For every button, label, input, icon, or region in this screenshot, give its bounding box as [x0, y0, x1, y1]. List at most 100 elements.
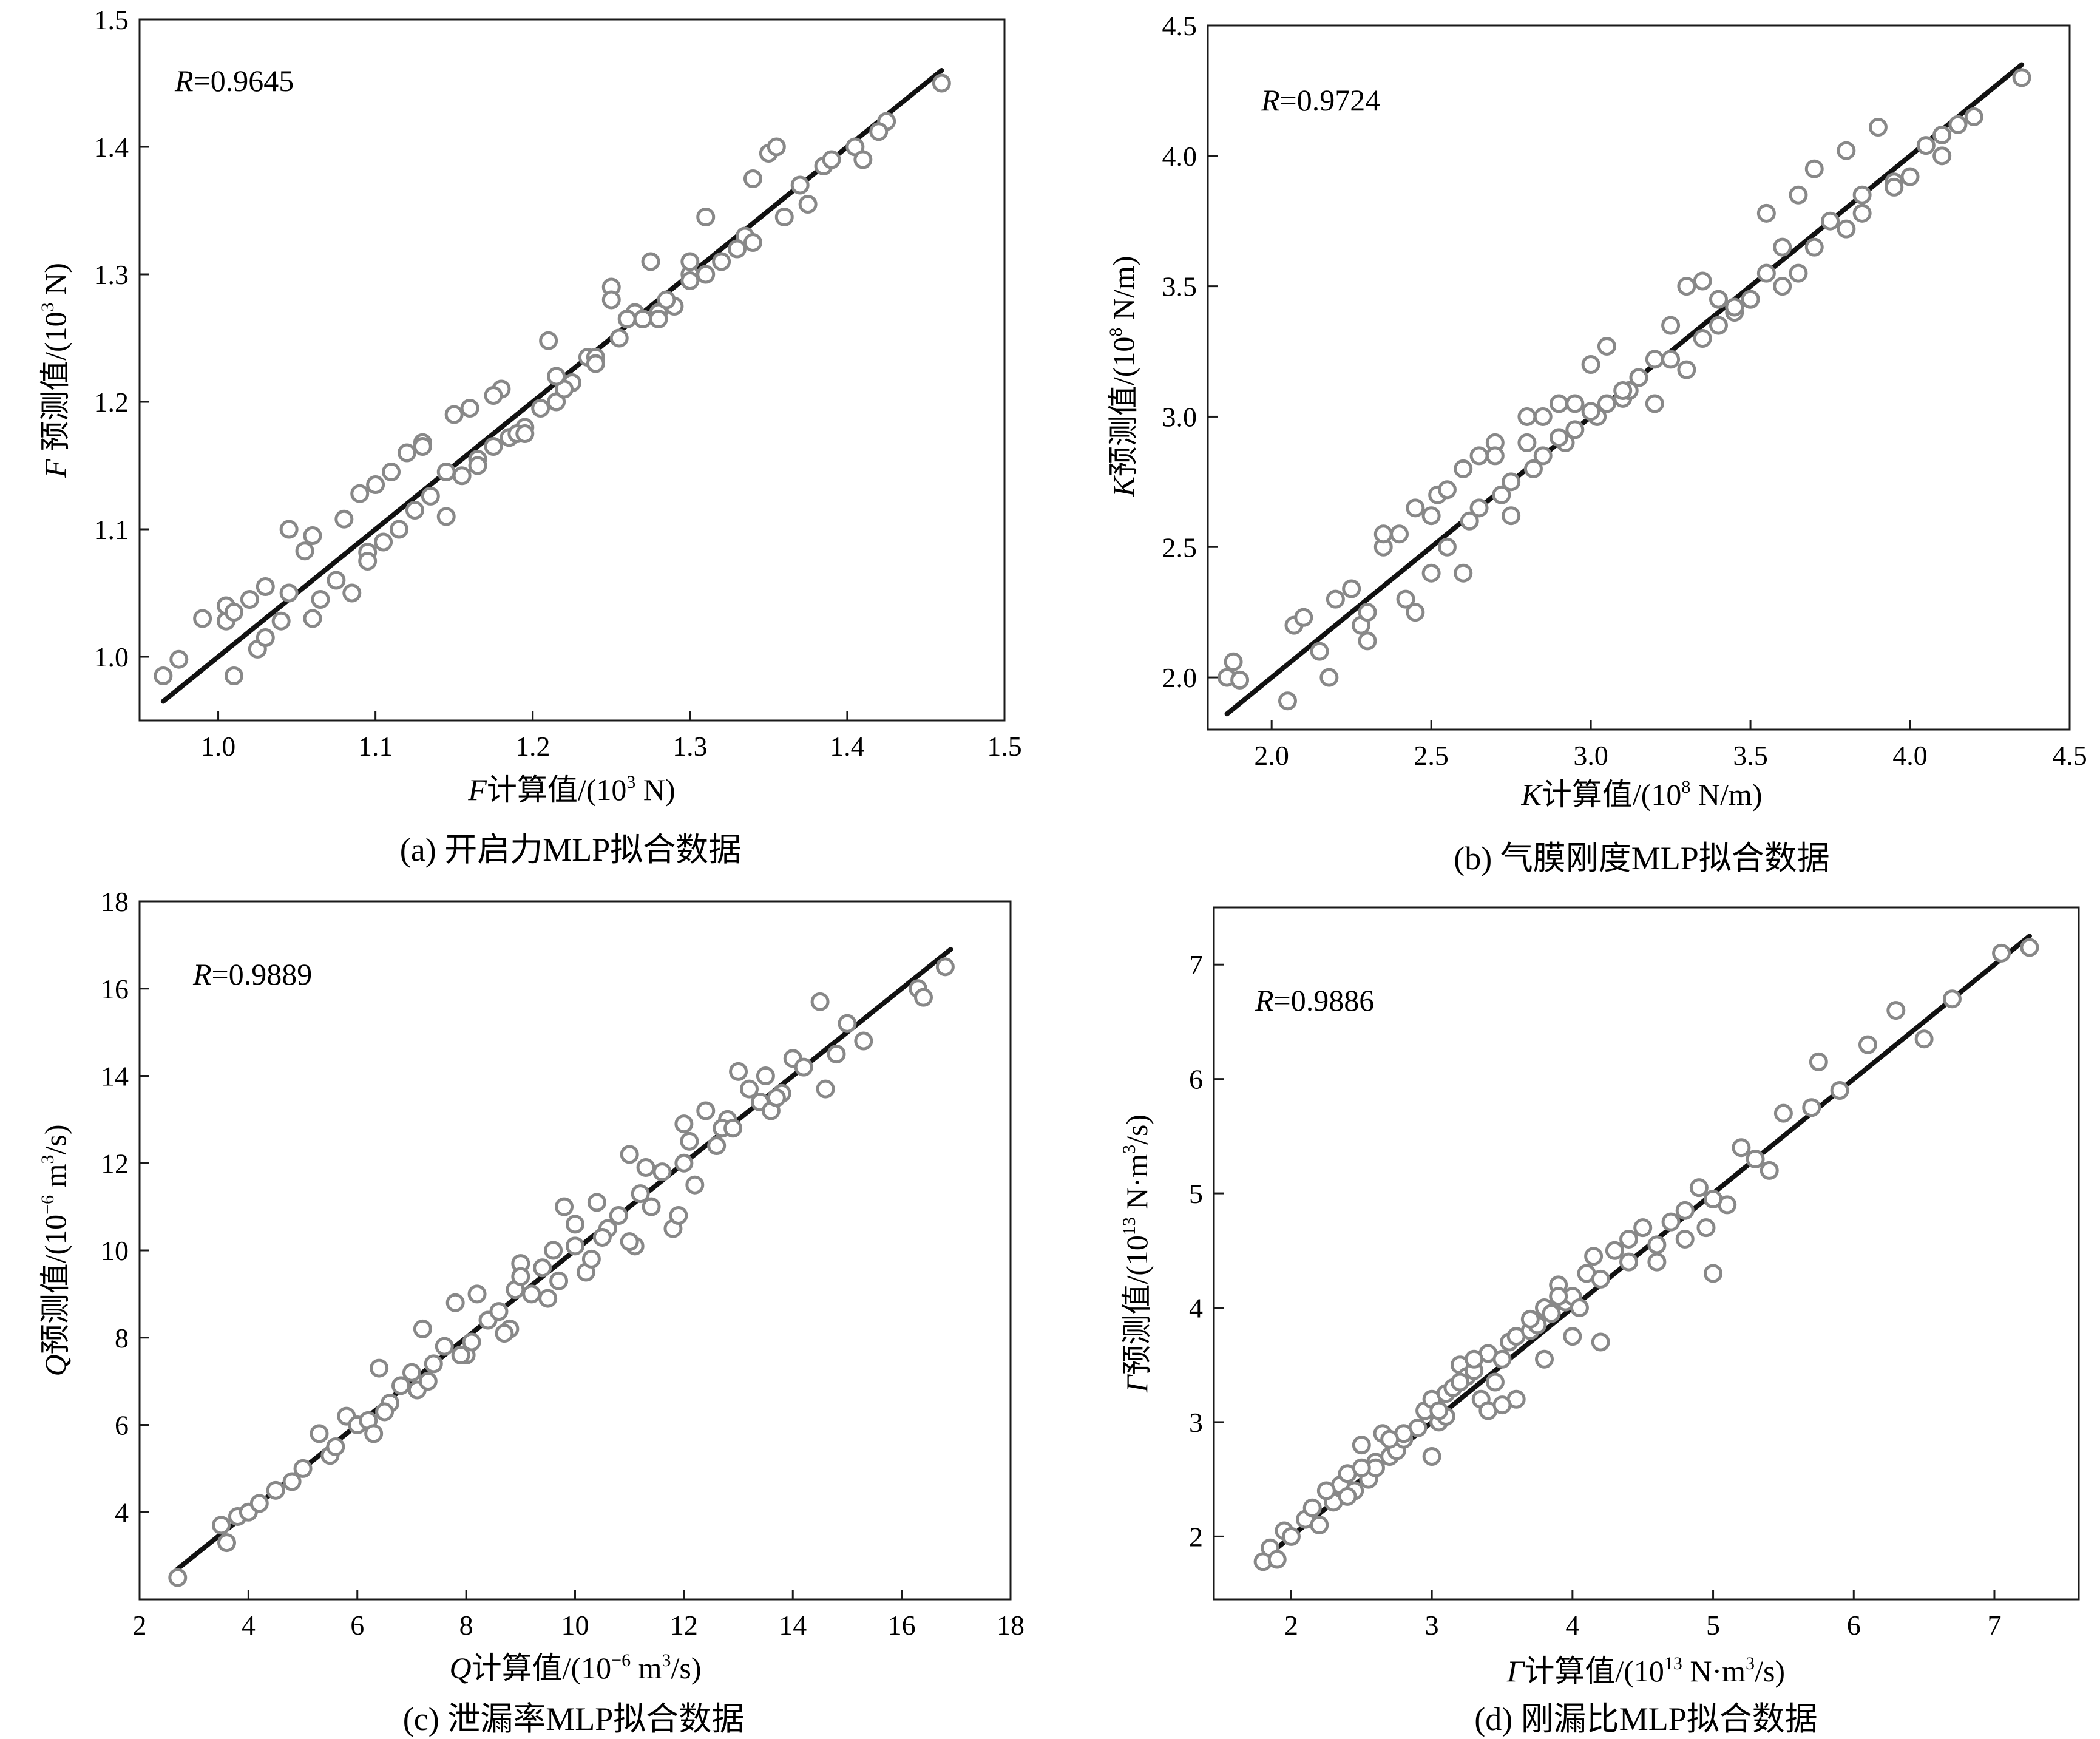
x-tick-label: 1.2: [515, 731, 550, 762]
scatter-point: [539, 331, 558, 350]
scatter-point: [1454, 459, 1473, 478]
scatter-point: [810, 992, 830, 1011]
scatter-point: [1406, 498, 1425, 518]
scatter-point: [1725, 297, 1744, 317]
scatter-point: [1942, 989, 1962, 1009]
x-tick-label: 14: [779, 1610, 807, 1641]
scatter-point: [1352, 1436, 1371, 1455]
scatter-point: [1469, 498, 1489, 518]
r-value-label: R=0.9889: [192, 957, 312, 991]
y-tick-label: 1.3: [94, 259, 129, 290]
scatter-point: [1492, 1395, 1512, 1415]
scatter-point: [1267, 1550, 1287, 1569]
scatter-point: [1224, 652, 1243, 671]
y-tick-label: 1.2: [94, 387, 129, 418]
y-axis-label: K预测值/(108 N/m): [1106, 256, 1140, 498]
scatter-points: [168, 957, 955, 1587]
x-tick-label: 6: [350, 1610, 364, 1641]
scatter-point: [1760, 1161, 1779, 1180]
scatter-point: [295, 541, 314, 561]
scatter-point: [767, 137, 786, 157]
x-text: 计算值/(10: [472, 1651, 612, 1685]
scatter-points: [1253, 938, 2039, 1571]
scatter-point: [390, 520, 408, 539]
scatter-point: [854, 1031, 873, 1051]
y-tick-label: 5: [1189, 1178, 1203, 1209]
scatter-point: [168, 1568, 188, 1587]
x-tick-label: 3.0: [1573, 740, 1608, 771]
y-tick-label: 1.4: [94, 132, 129, 163]
scatter-point: [669, 1206, 688, 1225]
scatter-point: [935, 957, 955, 977]
scatter-point: [636, 1158, 655, 1177]
scatter-point: [154, 666, 173, 685]
x-exp: 3: [626, 772, 635, 792]
y-exp2: 3: [1119, 1145, 1139, 1154]
scatter-point: [1533, 446, 1553, 466]
scatter-point: [1278, 691, 1297, 711]
scatter-point: [1535, 1349, 1554, 1369]
y-tick-label: 4: [115, 1497, 129, 1528]
scatter-point: [382, 463, 401, 481]
x-tick-label: 4.0: [1892, 740, 1928, 771]
scatter-point: [1804, 159, 1824, 178]
y-tick-label: 4.5: [1162, 10, 1197, 41]
scatter-point: [1492, 485, 1511, 504]
scatter-point: [696, 208, 716, 226]
scatter-point: [1741, 290, 1760, 309]
scatter-point: [1964, 107, 1983, 126]
y-tick-label: 1.0: [94, 642, 129, 673]
x-tick-label: 2.5: [1414, 740, 1449, 771]
x-tick-label: 1.1: [358, 731, 393, 762]
x-unit: N): [635, 773, 675, 807]
y-tick-label: 16: [101, 974, 129, 1005]
x-tick-label: 7: [1987, 1610, 2001, 1641]
y-axis-label: Γ预测值/(1013 N·m3/s): [1119, 1114, 1154, 1393]
plot-frame: [1207, 24, 2071, 731]
scatter-point: [256, 628, 275, 647]
scatter-point: [1837, 219, 1856, 239]
scatter-point: [1396, 589, 1415, 609]
scatter-point: [1837, 141, 1856, 160]
scatter-point: [774, 208, 794, 226]
panel-caption: (a) 开启力MLP拟合数据: [400, 832, 741, 868]
scatter-point: [767, 1088, 786, 1107]
scatter-point: [249, 1494, 269, 1513]
scatter-point: [271, 611, 291, 631]
scatter-point: [1916, 136, 1936, 155]
x-axis-label: Q计算值/(10−6 m3/s): [450, 1650, 702, 1685]
scatter-point: [303, 526, 322, 545]
scatter-point: [1584, 1247, 1604, 1266]
x-text: 计算值/(10: [487, 773, 627, 807]
scatter-point: [256, 577, 275, 596]
y-exp: 13: [1119, 1217, 1139, 1235]
y-tick-label: 4.0: [1162, 141, 1197, 172]
scatter-point: [1645, 394, 1664, 413]
scatter-point: [522, 1284, 541, 1304]
scatter-point: [822, 150, 841, 169]
x-unit: m: [631, 1651, 662, 1685]
scatter-point: [1709, 290, 1728, 309]
scatter-point: [1230, 670, 1250, 690]
x-unit2: /s): [671, 1651, 701, 1685]
scatter-point: [445, 1293, 465, 1312]
scatter-point: [1502, 506, 1521, 526]
r-value: =0.9886: [1274, 983, 1375, 1017]
y-unit: N·m: [1120, 1154, 1154, 1217]
scatter-point: [1802, 1098, 1821, 1117]
r-value: =0.9724: [1280, 83, 1381, 117]
scatter-point: [1421, 506, 1441, 526]
y-text: 预测值/(10: [38, 311, 72, 459]
x-tick-label: 3: [1425, 1610, 1439, 1641]
scatter-point: [723, 1119, 743, 1138]
y-tick-label: 10: [101, 1235, 129, 1266]
x-tick-label: 1.4: [830, 731, 865, 762]
scatter-point: [587, 1193, 606, 1212]
panel-caption: (b) 气膜刚度MLP拟合数据: [1454, 840, 1830, 876]
scatter-point: [794, 1057, 813, 1077]
scatter-point: [1550, 394, 1569, 413]
scatter-point: [1661, 350, 1681, 369]
y-var: F: [38, 459, 72, 478]
scatter-point: [1281, 1527, 1301, 1546]
